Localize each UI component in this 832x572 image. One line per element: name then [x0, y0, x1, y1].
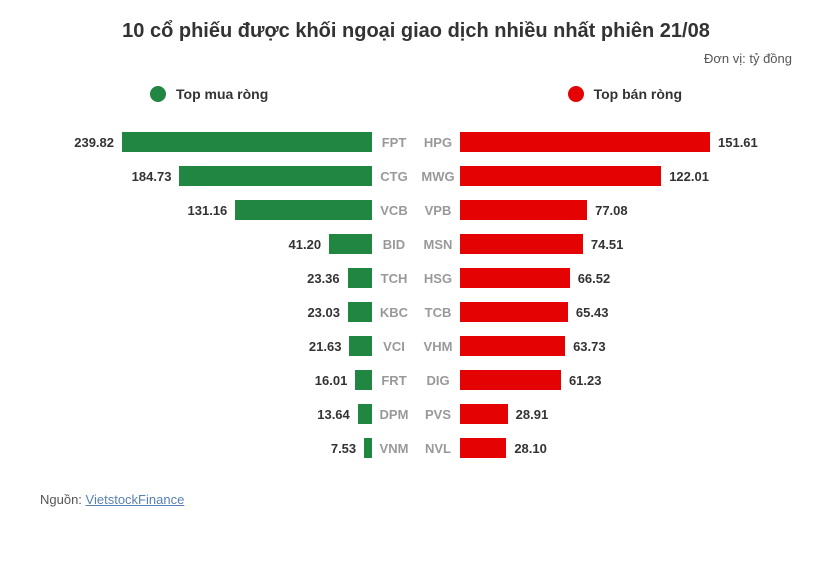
sell-row: HSG 66.52: [416, 263, 802, 293]
chart-title: 10 cổ phiếu được khối ngoại giao dịch nh…: [30, 20, 802, 43]
sell-ticker: VHM: [416, 339, 460, 354]
sell-row: HPG 151.61: [416, 127, 802, 157]
buy-value: 16.01: [305, 373, 355, 388]
buy-bar: [349, 336, 372, 356]
sell-row: PVS 28.91: [416, 399, 802, 429]
sell-row: TCB 65.43: [416, 297, 802, 327]
buy-value: 21.63: [299, 339, 349, 354]
unit-label: Đơn vị: tỷ đồng: [30, 51, 802, 66]
sell-bar: [460, 438, 506, 458]
sell-bar: [460, 336, 565, 356]
sell-ticker: TCB: [416, 305, 460, 320]
sell-bar: [460, 132, 710, 152]
sell-value: 28.91: [508, 407, 558, 422]
sell-ticker: NVL: [416, 441, 460, 456]
sell-ticker: HPG: [416, 135, 460, 150]
buy-ticker: FRT: [372, 373, 416, 388]
legend-sell-dot-icon: [568, 86, 584, 102]
buy-bar: [348, 268, 372, 288]
sell-value: 151.61: [710, 135, 766, 150]
buy-value: 23.03: [298, 305, 348, 320]
sell-bar: [460, 200, 587, 220]
legend-buy-label: Top mua ròng: [176, 86, 268, 102]
sell-row: DIG 61.23: [416, 365, 802, 395]
sell-value: 61.23: [561, 373, 611, 388]
buy-row: 23.03 KBC: [30, 297, 416, 327]
buy-row: 7.53 VNM: [30, 433, 416, 463]
buy-row: 21.63 VCI: [30, 331, 416, 361]
sell-ticker: DIG: [416, 373, 460, 388]
buy-value: 239.82: [66, 135, 122, 150]
sell-value: 66.52: [570, 271, 620, 286]
buy-bar: [355, 370, 372, 390]
buy-ticker: VNM: [372, 441, 416, 456]
sell-row: VHM 63.73: [416, 331, 802, 361]
buy-row: 16.01 FRT: [30, 365, 416, 395]
sell-row: MWG 122.01: [416, 161, 802, 191]
buy-value: 23.36: [298, 271, 348, 286]
buy-value: 13.64: [308, 407, 358, 422]
legend-sell: Top bán ròng: [568, 86, 682, 102]
legend: Top mua ròng Top bán ròng: [30, 86, 802, 102]
buy-bar: [364, 438, 372, 458]
sell-bar: [460, 404, 508, 424]
legend-buy: Top mua ròng: [150, 86, 268, 102]
sell-row: VPB 77.08: [416, 195, 802, 225]
buy-ticker: KBC: [372, 305, 416, 320]
sell-value: 74.51: [583, 237, 633, 252]
buy-bar: [348, 302, 372, 322]
sell-ticker: MWG: [416, 169, 460, 184]
legend-sell-label: Top bán ròng: [594, 86, 682, 102]
chart-container: 10 cổ phiếu được khối ngoại giao dịch nh…: [0, 0, 832, 517]
buy-row: 131.16 VCB: [30, 195, 416, 225]
buy-ticker: DPM: [372, 407, 416, 422]
source-link[interactable]: VietstockFinance: [86, 492, 185, 507]
sell-bar: [460, 234, 583, 254]
sell-bar: [460, 268, 570, 288]
buy-value: 184.73: [124, 169, 180, 184]
buy-bar: [329, 234, 372, 254]
buy-ticker: TCH: [372, 271, 416, 286]
source-prefix: Nguồn:: [40, 492, 86, 507]
buy-ticker: BID: [372, 237, 416, 252]
sell-value: 65.43: [568, 305, 618, 320]
sell-side: HPG 151.61 MWG 122.01 VPB 77.08 MSN 74.51 HSG 66.…: [416, 127, 802, 467]
buy-side: 239.82 FPT 184.73 CTG 131.16 VCB 41.20 BID 23.36…: [30, 127, 416, 467]
buy-bar: [235, 200, 372, 220]
buy-ticker: VCB: [372, 203, 416, 218]
sell-value: 63.73: [565, 339, 615, 354]
sell-ticker: VPB: [416, 203, 460, 218]
sell-bar: [460, 302, 568, 322]
sell-bar: [460, 370, 561, 390]
sell-value: 77.08: [587, 203, 637, 218]
chart-area: 239.82 FPT 184.73 CTG 131.16 VCB 41.20 BID 23.36…: [30, 127, 802, 467]
legend-buy-dot-icon: [150, 86, 166, 102]
buy-value: 7.53: [314, 441, 364, 456]
buy-ticker: VCI: [372, 339, 416, 354]
source-line: Nguồn: VietstockFinance: [30, 492, 802, 507]
sell-row: NVL 28.10: [416, 433, 802, 463]
buy-value: 131.16: [180, 203, 236, 218]
buy-ticker: CTG: [372, 169, 416, 184]
sell-ticker: MSN: [416, 237, 460, 252]
buy-row: 23.36 TCH: [30, 263, 416, 293]
buy-row: 41.20 BID: [30, 229, 416, 259]
buy-value: 41.20: [279, 237, 329, 252]
buy-ticker: FPT: [372, 135, 416, 150]
buy-row: 184.73 CTG: [30, 161, 416, 191]
sell-bar: [460, 166, 661, 186]
buy-bar: [179, 166, 372, 186]
buy-row: 239.82 FPT: [30, 127, 416, 157]
buy-bar: [358, 404, 372, 424]
sell-value: 28.10: [506, 441, 556, 456]
buy-row: 13.64 DPM: [30, 399, 416, 429]
buy-bar: [122, 132, 372, 152]
sell-value: 122.01: [661, 169, 717, 184]
sell-row: MSN 74.51: [416, 229, 802, 259]
sell-ticker: HSG: [416, 271, 460, 286]
sell-ticker: PVS: [416, 407, 460, 422]
